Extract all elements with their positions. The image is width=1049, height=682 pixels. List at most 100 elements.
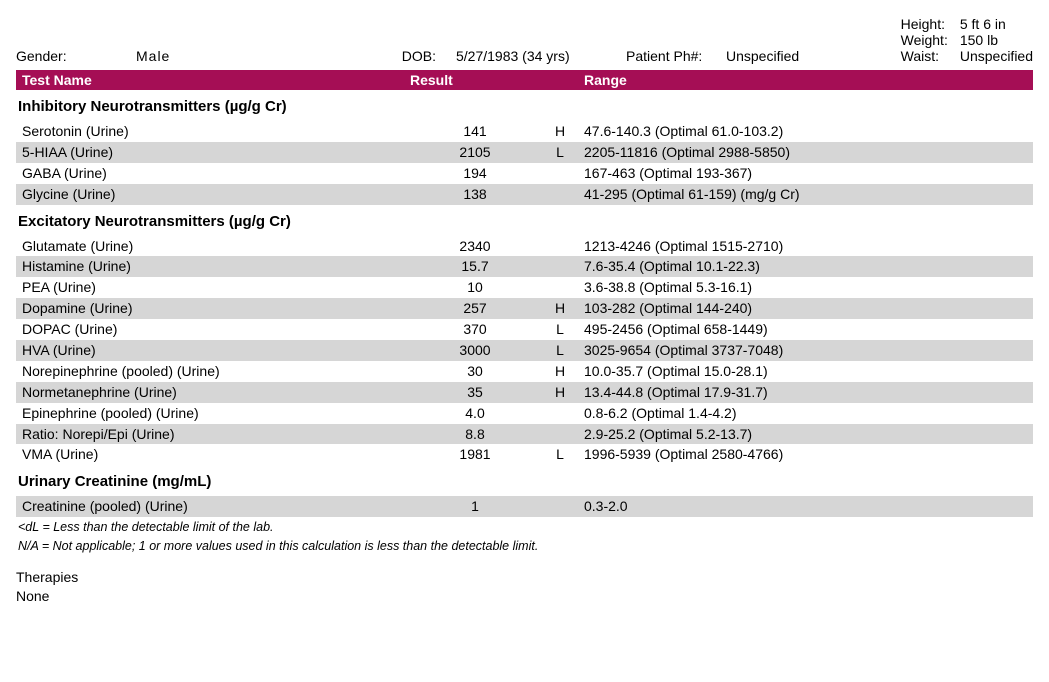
body-measurements: Height: 5 ft 6 in Weight: 150 lb Waist: … [901,16,1033,64]
section-title: Urinary Creatinine (mg/mL) [16,465,1033,496]
test-flag: H [540,299,580,318]
height-label: Height: [901,16,948,32]
test-name: Glutamate (Urine) [20,237,410,256]
section-title: Excitatory Neurotransmitters (µg/g Cr) [16,205,1033,236]
test-range: 1996-5939 (Optimal 2580-4766) [580,445,1029,464]
test-result: 257 [410,299,540,318]
table-row: Normetanephrine (Urine)35H13.4-44.8 (Opt… [16,382,1033,403]
table-header: Test Name Result Range [16,70,1033,90]
gender-value: Male [136,48,336,64]
test-result: 194 [410,164,540,183]
table-row: PEA (Urine)103.6-38.8 (Optimal 5.3-16.1) [16,277,1033,298]
therapies-value: None [16,587,1033,607]
test-range: 495-2456 (Optimal 658-1449) [580,320,1029,339]
table-row: DOPAC (Urine)370L495-2456 (Optimal 658-1… [16,319,1033,340]
test-range: 3.6-38.8 (Optimal 5.3-16.1) [580,278,1029,297]
dob-label: DOB: [336,48,456,64]
test-flag [540,497,580,516]
test-result: 35 [410,383,540,402]
test-flag: H [540,383,580,402]
test-range: 2.9-25.2 (Optimal 5.2-13.7) [580,425,1029,444]
test-result: 1 [410,497,540,516]
test-range: 0.8-6.2 (Optimal 1.4-4.2) [580,404,1029,423]
table-row: Dopamine (Urine)257H103-282 (Optimal 144… [16,298,1033,319]
test-name: Dopamine (Urine) [20,299,410,318]
test-flag: L [540,445,580,464]
test-result: 2105 [410,143,540,162]
test-range: 103-282 (Optimal 144-240) [580,299,1029,318]
test-name: Ratio: Norepi/Epi (Urine) [20,425,410,444]
header-flag-spacer [540,72,580,88]
table-row: Glycine (Urine)13841-295 (Optimal 61-159… [16,184,1033,205]
test-result: 8.8 [410,425,540,444]
test-name: Creatinine (pooled) (Urine) [20,497,410,516]
table-row: Serotonin (Urine)141H47.6-140.3 (Optimal… [16,121,1033,142]
test-range: 0.3-2.0 [580,497,1029,516]
test-flag [540,257,580,276]
test-result: 4.0 [410,404,540,423]
height-value: 5 ft 6 in [960,16,1033,32]
test-result: 1981 [410,445,540,464]
test-name: 5-HIAA (Urine) [20,143,410,162]
table-row: GABA (Urine)194 167-463 (Optimal 193-367) [16,163,1033,184]
test-name: Serotonin (Urine) [20,122,410,141]
therapies-block: Therapies None [16,568,1033,607]
section-title: Inhibitory Neurotransmitters (µg/g Cr) [16,90,1033,121]
test-range: 7.6-35.4 (Optimal 10.1-22.3) [580,257,1029,276]
therapies-label: Therapies [16,568,1033,588]
test-name: HVA (Urine) [20,341,410,360]
test-result: 370 [410,320,540,339]
test-result: 2340 [410,237,540,256]
test-flag [540,237,580,256]
patient-phone-value: Unspecified [726,48,826,64]
test-flag: L [540,143,580,162]
table-row: VMA (Urine)1981L1996-5939 (Optimal 2580-… [16,444,1033,465]
table-row: Histamine (Urine)15.7 7.6-35.4 (Optimal 1… [16,256,1033,277]
test-range: 13.4-44.8 (Optimal 17.9-31.7) [580,383,1029,402]
test-range: 1213-4246 (Optimal 1515-2710) [580,237,1029,256]
test-range: 10.0-35.7 (Optimal 15.0-28.1) [580,362,1029,381]
header-range: Range [580,72,1029,88]
test-flag: H [540,122,580,141]
test-range: 2205-11816 (Optimal 2988-5850) [580,143,1029,162]
test-flag: L [540,341,580,360]
weight-value: 150 lb [960,32,1033,48]
test-result: 15.7 [410,257,540,276]
dob-value: 5/27/1983 (34 yrs) [456,48,626,64]
test-name: Normetanephrine (Urine) [20,383,410,402]
test-result: 138 [410,185,540,204]
test-flag [540,185,580,204]
test-flag: L [540,320,580,339]
test-range: 47.6-140.3 (Optimal 61.0-103.2) [580,122,1029,141]
test-result: 30 [410,362,540,381]
test-name: DOPAC (Urine) [20,320,410,339]
header-test-name: Test Name [20,72,410,88]
table-row: Epinephrine (pooled) (Urine)4.00.8-6.2 (… [16,403,1033,424]
test-flag [540,278,580,297]
test-name: Histamine (Urine) [20,257,410,276]
test-flag [540,425,580,444]
test-flag [540,404,580,423]
table-row: 5-HIAA (Urine)2105L2205-11816 (Optimal 2… [16,142,1033,163]
test-name: Glycine (Urine) [20,185,410,204]
test-name: VMA (Urine) [20,445,410,464]
patient-info-row: Gender: Male DOB: 5/27/1983 (34 yrs) Pat… [16,16,1033,64]
footnote-line: <dL = Less than the detectable limit of … [16,517,1033,535]
results-sections: Inhibitory Neurotransmitters (µg/g Cr)Se… [16,90,1033,517]
test-name: Norepinephrine (pooled) (Urine) [20,362,410,381]
table-row: HVA (Urine)3000L3025-9654 (Optimal 3737-… [16,340,1033,361]
footnote-line: N/A = Not applicable; 1 or more values u… [16,536,1033,554]
weight-label: Weight: [901,32,948,48]
gender-label: Gender: [16,48,136,64]
patient-phone-label: Patient Ph#: [626,48,726,64]
test-range: 167-463 (Optimal 193-367) [580,164,1029,183]
waist-label: Waist: [901,48,948,64]
test-name: GABA (Urine) [20,164,410,183]
header-result: Result [410,72,540,88]
test-flag: H [540,362,580,381]
footnotes: <dL = Less than the detectable limit of … [16,517,1033,554]
test-range: 3025-9654 (Optimal 3737-7048) [580,341,1029,360]
test-result: 3000 [410,341,540,360]
test-result: 10 [410,278,540,297]
test-result: 141 [410,122,540,141]
